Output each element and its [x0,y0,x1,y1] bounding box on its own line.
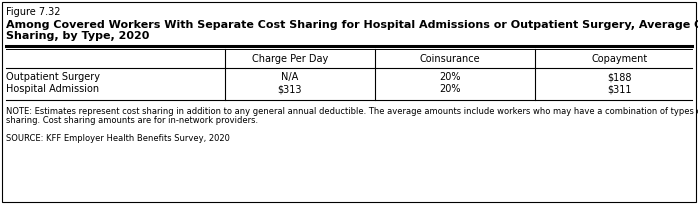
Text: Coinsurance: Coinsurance [419,54,480,64]
Text: $311: $311 [608,84,632,94]
Text: Among Covered Workers With Separate Cost Sharing for Hospital Admissions or Outp: Among Covered Workers With Separate Cost… [6,20,698,30]
Text: 20%: 20% [439,84,461,94]
Text: Outpatient Surgery: Outpatient Surgery [6,72,100,82]
Text: sharing. Cost sharing amounts are for in-network providers.: sharing. Cost sharing amounts are for in… [6,116,258,125]
Text: Figure 7.32: Figure 7.32 [6,7,61,17]
Text: SOURCE: KFF Employer Health Benefits Survey, 2020: SOURCE: KFF Employer Health Benefits Sur… [6,134,230,143]
Text: Copayment: Copayment [592,54,648,64]
Text: $313: $313 [278,84,302,94]
Text: 20%: 20% [439,72,461,82]
Text: NOTE: Estimates represent cost sharing in addition to any general annual deducti: NOTE: Estimates represent cost sharing i… [6,107,698,116]
Text: N/A: N/A [281,72,299,82]
Text: Charge Per Day: Charge Per Day [252,54,328,64]
Text: Hospital Admission: Hospital Admission [6,84,99,94]
Text: $188: $188 [608,72,632,82]
Text: Sharing, by Type, 2020: Sharing, by Type, 2020 [6,31,149,41]
